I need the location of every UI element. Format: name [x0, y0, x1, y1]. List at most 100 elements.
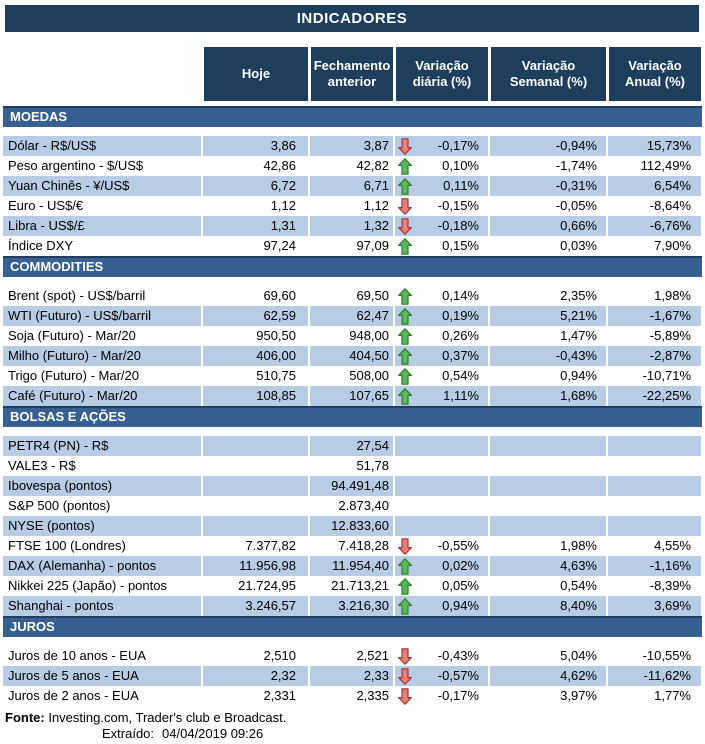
- up-arrow-icon-holder: [398, 307, 412, 325]
- row-label: Euro - US$/€: [8, 198, 84, 213]
- cell-variacao-semanal: 1,98%: [488, 536, 606, 556]
- up-arrow-icon-holder: [398, 347, 412, 365]
- cell-value: 0,11%: [443, 178, 479, 193]
- row-label: WTI (Futuro) - US$/barril: [3, 306, 201, 326]
- cell-variacao-diaria: 0,54%: [393, 366, 488, 386]
- cell-hoje: 21.724,95: [201, 576, 308, 596]
- cell-value: -0,17%: [437, 138, 479, 153]
- column-header-variacao-diaria: Variação diária (%): [393, 47, 488, 101]
- row-label: DAX (Alemanha) - pontos: [3, 556, 201, 576]
- cell-fechamento-anterior: 42,82: [308, 156, 393, 176]
- table-row-bolsas-e-acoes-8: Shanghai - pontos 3.246,57 3.216,30 0,94% 8,…: [3, 596, 705, 616]
- cell-variacao-anual: [606, 436, 701, 456]
- no-arrow: [398, 458, 412, 475]
- cell-variacao-semanal: [488, 436, 606, 456]
- section-header-commodities: COMMODITIES: [3, 256, 702, 277]
- column-header-fechamento-anterior: Fechamento anterior: [308, 47, 393, 101]
- table-body: MOEDAS Dólar - R$/US$ 3,86 3,87 -0,17% -0,94%…: [0, 106, 705, 706]
- cell-hoje: 510,75: [201, 366, 308, 386]
- cell-variacao-anual: -22,25%: [606, 386, 701, 406]
- up-arrow-icon: [398, 237, 412, 255]
- column-header-variacao-anual: Variação Anual (%): [606, 47, 701, 101]
- cell-value: 0,54%: [442, 368, 479, 383]
- cell-variacao-diaria: [393, 496, 488, 516]
- cell-hoje: [201, 516, 308, 536]
- up-arrow-icon: [398, 327, 412, 345]
- cell-fechamento-anterior: 62,47: [308, 306, 393, 326]
- cell-variacao-diaria: -0,17%: [393, 686, 488, 706]
- cell-hoje: 7.377,82: [201, 536, 308, 556]
- up-arrow-icon-holder: [398, 387, 412, 405]
- cell-variacao-diaria: [393, 456, 488, 476]
- table-row-bolsas-e-acoes-3: S&P 500 (pontos) 2.873,40: [3, 496, 705, 516]
- cell-fechamento-anterior: 107,65: [308, 386, 393, 406]
- cell-fechamento-anterior: 2,33: [308, 666, 393, 686]
- up-arrow-icon: [398, 347, 412, 365]
- column-header-row: Hoje Fechamento anterior Variação diária…: [3, 47, 705, 101]
- cell-value: -0,43%: [437, 648, 479, 663]
- table-row-moedas-4: Libra - US$/£ 1,31 1,32 -0,18% 0,66% -6,76%: [3, 216, 705, 236]
- row-label: FTSE 100 (Londres): [8, 538, 126, 553]
- cell-value: 0,19%: [442, 308, 479, 323]
- cell-variacao-semanal: -0,94%: [488, 136, 606, 156]
- cell-hoje: 406,00: [201, 346, 308, 366]
- table-row-commodities-2: Soja (Futuro) - Mar/20 950,50 948,00 0,26% 1…: [3, 326, 705, 346]
- cell-value: 0,14%: [442, 288, 479, 303]
- cell-variacao-diaria: -0,57%: [393, 666, 488, 686]
- row-label: NYSE (pontos): [3, 516, 201, 536]
- cell-variacao-anual: -10,71%: [606, 366, 701, 386]
- cell-variacao-diaria: [393, 436, 488, 456]
- cell-variacao-anual: -8,64%: [606, 196, 701, 216]
- cell-fechamento-anterior: 7.418,28: [308, 536, 393, 556]
- row-label: Soja (Futuro) - Mar/20: [8, 328, 136, 343]
- down-arrow-icon: [398, 687, 412, 705]
- cell-hoje: 3.246,57: [201, 596, 308, 616]
- cell-variacao-anual: 1,77%: [606, 686, 701, 706]
- cell-fechamento-anterior: 404,50: [308, 346, 393, 366]
- cell-hoje: 950,50: [201, 326, 308, 346]
- row-label: Café (Futuro) - Mar/20: [3, 386, 201, 406]
- extracted-value: 04/04/2019 09:26: [162, 726, 264, 741]
- table-row-juros-2: Juros de 2 anos - EUA 2,331 2,335 -0,17% 3,9…: [3, 686, 705, 706]
- cell-variacao-semanal: 5,04%: [488, 646, 606, 666]
- table-row-juros-0: Juros de 10 anos - EUA 2,510 2,521 -0,43% 5,…: [3, 646, 705, 666]
- down-arrow-icon-holder: [398, 537, 412, 555]
- cell-variacao-semanal: 3,97%: [488, 686, 606, 706]
- row-label: Milho (Futuro) - Mar/20: [3, 346, 201, 366]
- cell-value: 0,26%: [442, 328, 479, 343]
- cell-fechamento-anterior: 94.491,48: [308, 476, 393, 496]
- cell-variacao-diaria: 0,05%: [393, 576, 488, 596]
- down-arrow-icon: [398, 647, 412, 665]
- footer: Fonte: Investing.com, Trader's club e Br…: [5, 710, 705, 742]
- cell-hoje: [201, 476, 308, 496]
- no-arrow: [398, 478, 412, 495]
- table-row-commodities-1: WTI (Futuro) - US$/barril 62,59 62,47 0,19%…: [3, 306, 705, 326]
- table-row-moedas-1: Peso argentino - $/US$ 42,86 42,82 0,10% -1,…: [3, 156, 705, 176]
- cell-variacao-anual: 4,55%: [606, 536, 701, 556]
- cell-variacao-semanal: -0,43%: [488, 346, 606, 366]
- table-row-bolsas-e-acoes-1: VALE3 - R$ 51,78: [3, 456, 705, 476]
- up-arrow-icon-holder: [398, 597, 412, 615]
- cell-hoje: 97,24: [201, 236, 308, 256]
- cell-hoje: [201, 496, 308, 516]
- up-arrow-icon-holder: [398, 287, 412, 305]
- extracted-line: Extraído: 04/04/2019 09:26: [102, 726, 705, 742]
- cell-variacao-diaria: 0,10%: [393, 156, 488, 176]
- cell-fechamento-anterior: 2,521: [308, 646, 393, 666]
- table-row-commodities-4: Trigo (Futuro) - Mar/20 510,75 508,00 0,54%…: [3, 366, 705, 386]
- row-label: Índice DXY: [8, 238, 74, 253]
- cell-hoje: 108,85: [201, 386, 308, 406]
- cell-variacao-semanal: 0,94%: [488, 366, 606, 386]
- cell-variacao-anual: 112,49%: [606, 156, 701, 176]
- cell-variacao-semanal: 0,03%: [488, 236, 606, 256]
- cell-fechamento-anterior: 69,50: [308, 286, 393, 306]
- cell-fechamento-anterior: 2,335: [308, 686, 393, 706]
- cell-variacao-semanal: 1,47%: [488, 326, 606, 346]
- table-row-bolsas-e-acoes-4: NYSE (pontos) 12.833,60: [3, 516, 705, 536]
- cell-variacao-semanal: -0,31%: [488, 176, 606, 196]
- cell-value: -0,17%: [437, 688, 479, 703]
- cell-value: -0,15%: [437, 198, 479, 213]
- cell-fechamento-anterior: 1,12: [308, 196, 393, 216]
- table-row-juros-1: Juros de 5 anos - EUA 2,32 2,33 -0,57% 4,62%…: [3, 666, 705, 686]
- cell-variacao-semanal: 0,54%: [488, 576, 606, 596]
